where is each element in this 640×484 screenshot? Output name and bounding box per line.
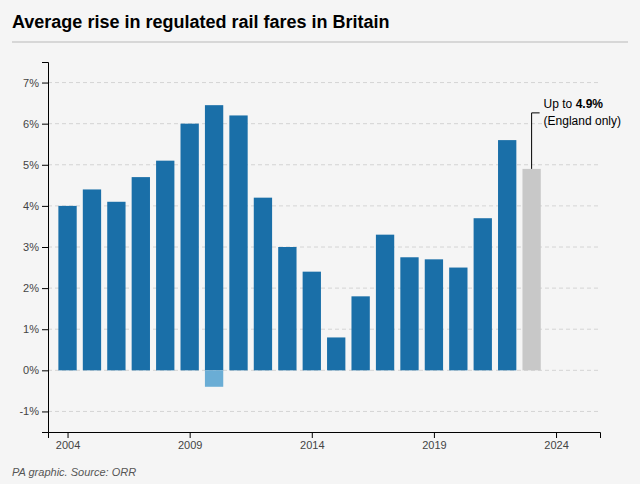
y-tick-label: 3%: [23, 241, 39, 253]
y-tick-label: 2%: [23, 282, 39, 294]
bar: [156, 161, 174, 371]
y-axis-line: [42, 63, 49, 433]
grid-line: [48, 164, 600, 165]
y-tick-mark: [42, 247, 48, 248]
annotation-note: (England only): [544, 114, 621, 128]
x-tick-mark: [434, 432, 435, 438]
bar: [132, 177, 150, 370]
x-tick-label: 2014: [300, 439, 324, 451]
y-tick-label: 5%: [23, 159, 39, 171]
bar: [58, 206, 76, 370]
x-axis: 2004 2009 2014 2019 2024: [49, 432, 601, 451]
x-tick-label: 2009: [178, 439, 202, 451]
x-tick-label: 2024: [544, 439, 568, 451]
bar: [498, 140, 516, 370]
background: [0, 0, 640, 484]
y-tick: 6%: [23, 118, 48, 130]
y-tick-label: -1%: [19, 405, 39, 417]
grid-line: [48, 329, 600, 330]
y-tick: 5%: [23, 159, 48, 171]
y-tick: 1%: [23, 323, 48, 335]
annotation-text-bold: 4.9%: [576, 97, 604, 111]
grid-line: [48, 411, 600, 412]
y-tick-mark: [42, 83, 48, 84]
chart: 2004 2009 2014 2019 2024 -1% 0% 1% 2% 3% 4% 5% 6% 7% U…: [0, 0, 640, 484]
x-tick-mark: [68, 432, 69, 438]
x-tick: 2019: [422, 432, 446, 451]
bar: [254, 198, 272, 371]
y-tick: 4%: [23, 200, 48, 212]
grid-line: [48, 288, 600, 289]
x-tick: 2014: [300, 432, 324, 451]
y-tick: 7%: [23, 77, 48, 89]
bar: [400, 257, 418, 370]
bar: [83, 189, 101, 370]
y-tick-label: 7%: [23, 77, 39, 89]
bar: [474, 218, 492, 370]
y-tick-mark: [42, 329, 48, 330]
grid: [48, 83, 600, 412]
bar: [522, 169, 540, 370]
y-tick-mark: [42, 288, 48, 289]
bar: [205, 370, 223, 386]
annotation: Up to 4.9% (England only): [532, 97, 621, 169]
y-tick-mark: [42, 370, 48, 371]
plot-area: [58, 105, 540, 387]
x-tick: 2024: [544, 432, 568, 451]
title: Average rise in regulated rail fares in …: [12, 12, 389, 32]
x-tick-label: 2004: [56, 439, 80, 451]
x-tick-label: 2019: [422, 439, 446, 451]
y-tick-label: 1%: [23, 323, 39, 335]
bar: [425, 259, 443, 370]
title-rule: [12, 42, 628, 43]
grid-line: [48, 247, 600, 248]
grid-line: [48, 370, 600, 371]
x-tick-mark: [190, 432, 191, 438]
y-tick-mark: [42, 124, 48, 125]
bar: [278, 247, 296, 370]
bar: [205, 105, 223, 370]
bar: [351, 296, 369, 370]
y-tick-label: 6%: [23, 118, 39, 130]
y-tick: 3%: [23, 241, 48, 253]
annotation-text: Up to 4.9%: [544, 97, 604, 111]
y-tick-mark: [42, 165, 48, 166]
bar: [181, 124, 199, 371]
bar: [376, 235, 394, 371]
bar: [229, 115, 247, 370]
y-tick-label: 0%: [23, 364, 39, 376]
x-tick-mark: [556, 432, 557, 438]
grid-line: [48, 82, 600, 83]
x-tick-mark: [312, 432, 313, 438]
source: PA graphic. Source: ORR: [12, 466, 136, 478]
y-tick: 2%: [23, 282, 48, 294]
x-tick: 2004: [56, 432, 80, 451]
bar: [449, 268, 467, 371]
bar: [327, 337, 345, 370]
y-axis: -1% 0% 1% 2% 3% 4% 5% 6% 7%: [19, 63, 48, 433]
x-axis-line: [49, 433, 601, 439]
y-tick-label: 4%: [23, 200, 39, 212]
bar: [107, 202, 125, 371]
bar: [303, 272, 321, 371]
y-tick: -1%: [19, 405, 48, 417]
grid-line: [48, 205, 600, 206]
x-tick: 2009: [178, 432, 202, 451]
annotation-leader: [532, 113, 540, 169]
grid-line: [48, 123, 600, 124]
y-tick-mark: [42, 206, 48, 207]
y-tick: 0%: [23, 364, 48, 376]
y-tick-mark: [42, 411, 48, 412]
annotation-text-part: Up to: [544, 97, 576, 111]
